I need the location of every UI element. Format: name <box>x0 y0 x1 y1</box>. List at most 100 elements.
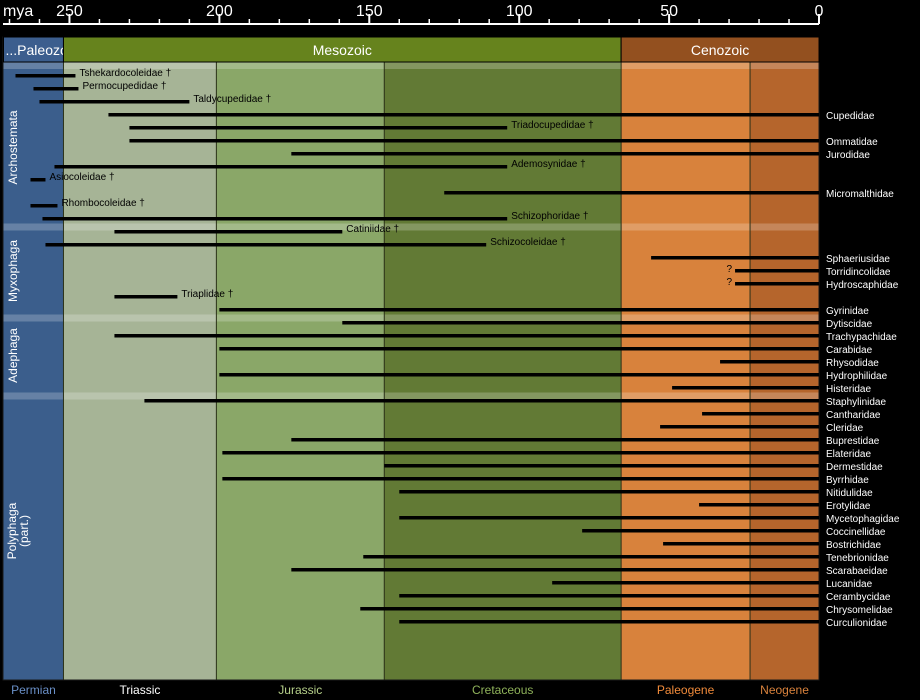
taxon-label-buprestidae: Buprestidae <box>826 436 880 447</box>
period-label-cretaceous: Cretaceous <box>472 683 533 697</box>
taxon-bar-lucanidae <box>552 581 819 585</box>
period-label-permian: Permian <box>11 683 56 697</box>
taxon-label-histeridae: Histeridae <box>826 384 871 395</box>
taxon-bar-curculionidae <box>399 620 819 624</box>
suborder-label-polyphaga-part: Polyphaga(part.) <box>5 502 31 559</box>
taxon-bar-carabidae <box>219 347 819 351</box>
suborder-labels: Archostemata Myxophaga Adephaga Polyphaga(p… <box>5 110 31 559</box>
taxon-bar-cupedidae <box>108 113 819 117</box>
taxon-label-chrysomelidae: Chrysomelidae <box>826 605 893 616</box>
taxon-bar-hydrophilidae <box>219 373 819 377</box>
taxon-label-cantharidae: Cantharidae <box>826 410 881 421</box>
taxon-label-tshekardocoleidae: Tshekardocoleidae † <box>79 68 171 79</box>
taxon-bar-torridincolidae <box>735 269 819 273</box>
suborder-separator-0 <box>3 62 819 69</box>
taxon-bar-cerambycidae <box>399 594 819 598</box>
taxon-label-schizophoridae: Schizophoridae † <box>511 211 588 222</box>
taxon-label-micromalthidae: Micromalthidae <box>826 189 894 200</box>
period-label-paleogene: Paleogene <box>657 683 715 697</box>
taxon-label-erotylidae: Erotylidae <box>826 501 871 512</box>
taxon-bar-triaplidae <box>114 295 178 299</box>
taxon-bar-gyrinidae <box>219 308 819 312</box>
taxon-uncertain-mark: ? <box>726 277 732 288</box>
taxon-bar-nitidulidae <box>399 490 819 494</box>
taxon-bar-mycetophagidae <box>399 516 819 520</box>
time-axis: mya 250 200 150 100 50 0 <box>3 3 824 25</box>
taxon-bar-coccinellidae <box>582 529 819 533</box>
axis-tick-label-250: 250 <box>56 3 83 20</box>
taxon-label-asiocoleidae: Asiocoleidae † <box>49 172 114 183</box>
taxon-label-scarabaeidae: Scarabaeidae <box>826 566 888 577</box>
taxon-label-torridincolidae: Torridincolidae <box>826 267 891 278</box>
taxon-bar-taldycupedidae <box>39 100 190 104</box>
taxon-label-trachypachidae: Trachypachidae <box>826 332 897 343</box>
taxon-bar-catiniidae <box>114 230 343 234</box>
taxon-label-triadocupedidae: Triadocupedidae † <box>511 120 593 131</box>
suborder-separator-3 <box>3 392 819 400</box>
axis-tick-label-50: 50 <box>660 3 678 20</box>
taxon-bar-cantharidae <box>702 412 819 416</box>
axis-label-mya: mya <box>3 3 33 20</box>
taxon-label-cupedidae: Cupedidae <box>826 111 875 122</box>
taxon-label-carabidae: Carabidae <box>826 345 873 356</box>
axis-tick-label-0: 0 <box>815 3 824 20</box>
period-label-triassic: Triassic <box>119 683 160 697</box>
taxon-label-mycetophagidae: Mycetophagidae <box>826 514 900 525</box>
taxon-label-rhysodidae: Rhysodidae <box>826 358 879 369</box>
taxon-bar-tshekardocoleidae <box>15 74 76 78</box>
axis-tick-label-200: 200 <box>206 3 233 20</box>
taxon-uncertain-mark: ? <box>726 264 732 275</box>
taxon-label-elateridae: Elateridae <box>826 449 871 460</box>
taxon-label-coccinellidae: Coccinellidae <box>826 527 886 538</box>
taxon-bar-scarabaeidae <box>291 568 820 572</box>
taxon-label-sphaeriusidae: Sphaeriusidae <box>826 254 890 265</box>
taxon-bar-rhombocoleidae <box>30 204 58 208</box>
period-labels: Permian Triassic Jurassic Cretaceous Paleoge… <box>11 683 809 697</box>
taxon-bar-jurodidae <box>291 152 820 156</box>
taxon-label-cerambycidae: Cerambycidae <box>826 592 891 603</box>
taxon-bar-triadocupedidae <box>129 126 508 130</box>
taxon-label-triaplidae: Triaplidae † <box>181 289 233 300</box>
taxon-label-schizocoleidae: Schizocoleidae † <box>490 237 566 248</box>
era-label-cenozoic: Cenozoic <box>691 42 749 58</box>
taxon-label-bostrichidae: Bostrichidae <box>826 540 881 551</box>
taxon-bar-dermestidae <box>384 464 819 468</box>
taxon-bar-micromalthidae <box>444 191 819 195</box>
taxon-bar-chrysomelidae <box>360 607 819 611</box>
period-band-permian <box>3 62 64 680</box>
taxon-bar-ademosynidae <box>54 165 508 169</box>
taxon-bar-histeridae <box>672 386 819 390</box>
taxon-bar-sphaeriusidae <box>651 256 819 260</box>
taxon-bar-erotylidae <box>699 503 819 507</box>
taxon-label-dermestidae: Dermestidae <box>826 462 883 473</box>
taxon-label-hydroscaphidae: Hydroscaphidae <box>826 280 899 291</box>
taxon-label-catiniidae: Catiniidae † <box>346 224 399 235</box>
taxon-bar-staphylinidae <box>144 399 820 403</box>
axis-tick-label-100: 100 <box>506 3 533 20</box>
period-label-neogene: Neogene <box>760 683 809 697</box>
taxon-bar-rhysodidae <box>720 360 819 364</box>
suborder-separator-bands <box>3 62 819 400</box>
taxon-bar-hydroscaphidae <box>735 282 819 286</box>
taxon-label-taldycupedidae: Taldycupedidae † <box>193 94 271 105</box>
suborder-separator-2 <box>3 314 819 322</box>
suborder-label-adephaga: Adephaga <box>6 328 20 383</box>
taxon-label-staphylinidae: Staphylinidae <box>826 397 886 408</box>
taxon-bar-dytiscidae <box>342 321 819 325</box>
taxon-label-ommatidae: Ommatidae <box>826 137 878 148</box>
taxon-label-dytiscidae: Dytiscidae <box>826 319 873 330</box>
taxon-bar-permocupedidae <box>33 87 79 91</box>
taxon-bar-ommatidae <box>129 139 819 143</box>
taxon-label-jurodidae: Jurodidae <box>826 150 870 161</box>
taxon-bar-schizocoleidae <box>45 243 487 247</box>
taxon-label-hydrophilidae: Hydrophilidae <box>826 371 888 382</box>
taxon-label-cleridae: Cleridae <box>826 423 864 434</box>
era-header-row: ...Paleozoic Mesozoic Cenozoic <box>3 36 820 63</box>
suborder-label-line: (part.) <box>17 515 31 547</box>
taxon-bar-schizophoridae <box>42 217 508 221</box>
taxon-label-curculionidae: Curculionidae <box>826 618 888 629</box>
era-band-cenozoic <box>620 36 820 63</box>
suborder-label-myxophaga: Myxophaga <box>6 240 20 302</box>
taxon-range-bars: Tshekardocoleidae † Permocupedidae † Taldy… <box>15 68 900 629</box>
